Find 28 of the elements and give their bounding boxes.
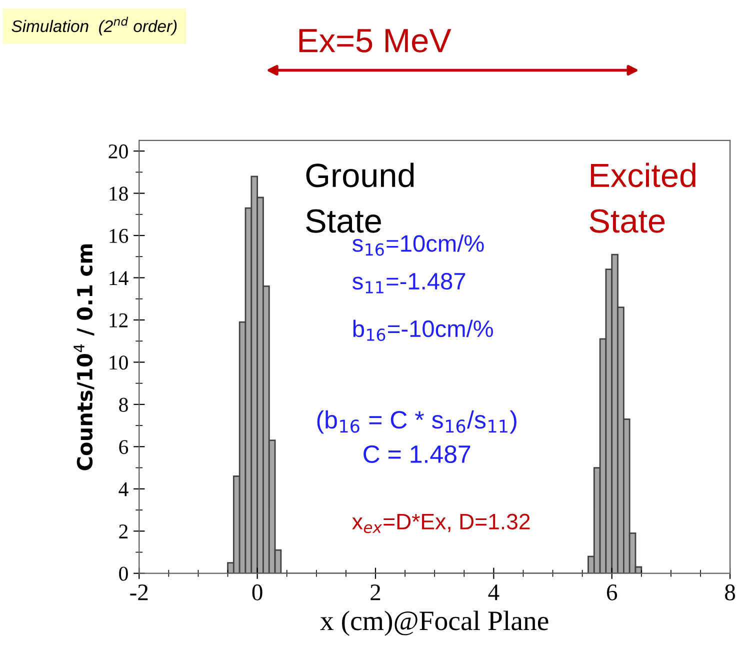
y-tick-label: 14: [110, 271, 128, 285]
text: Simulation (2$^{nd}$ order): [12, 16, 177, 36]
x-tick-label: 0: [252, 584, 262, 600]
y-tick-label: 20: [108, 144, 128, 158]
y-tick-label: 2: [119, 524, 128, 538]
y-tick-label: 16: [110, 228, 128, 243]
y-tick-label: 10: [110, 356, 128, 370]
x-tick-label: 6: [606, 584, 618, 600]
chart-title: Ex=5 MeV: [299, 29, 452, 52]
x-axis-title: x (cm)@Focal Plane: [320, 610, 548, 636]
y-tick-label: 4: [118, 482, 128, 496]
annotation: Ground State: [306, 162, 414, 233]
y-tick-label: 0: [119, 566, 128, 581]
x-tick-label: -2: [130, 584, 148, 600]
x-tick-label: 8: [725, 584, 736, 600]
annotation: s$_{16}$=10cm/%: [352, 234, 484, 256]
y-axis-title: Counts/10$^{4}$ / 0.1 cm: [74, 244, 94, 470]
annotation: b$_{16}$=-10cm/%: [353, 320, 493, 342]
x-tick-label: 4: [488, 584, 500, 600]
y-tick-label: 12: [110, 313, 128, 328]
annotation: s$_{11}$=-1.487: [352, 272, 466, 294]
annotation: Excited State: [590, 162, 696, 233]
y-tick-label: 6: [119, 440, 128, 454]
annotation: x$_{ex}$=D*Ex, D=1.32: [352, 514, 530, 534]
y-tick-label: 8: [119, 398, 128, 412]
y-tick-label: 18: [110, 186, 128, 201]
x-tick-label: 2: [370, 584, 380, 600]
text: (b$_{16}$ = C * s$_{16}$/s$_{11}$) C = 1.487: [317, 410, 516, 464]
